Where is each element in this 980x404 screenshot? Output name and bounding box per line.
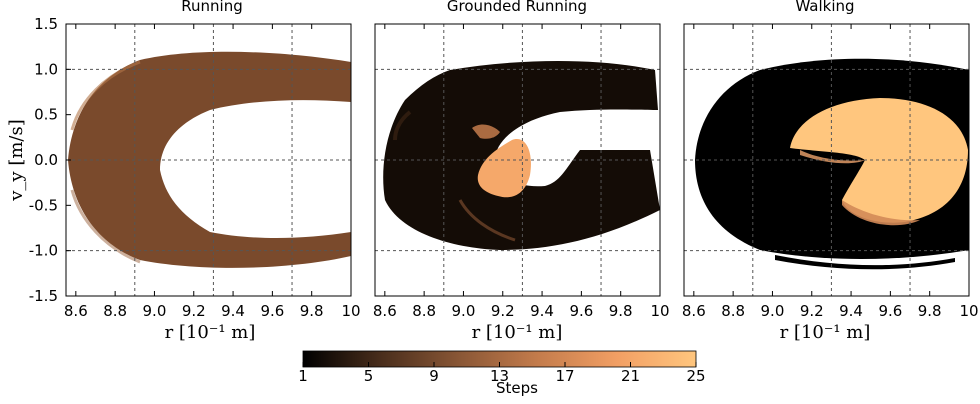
- panel-running: 8.6 8.8 9.0 9.2 9.4 9.6 9.8 10: [64, 23, 361, 320]
- x-tick-label: 9.2: [182, 302, 206, 320]
- y-label: v_y [m/s]: [6, 119, 27, 201]
- colorbar-tick-label: 17: [555, 367, 574, 385]
- x-tick-label: 8.6: [64, 302, 88, 320]
- colorbar: 1 5 9 13 17 21 25 Steps: [298, 350, 706, 397]
- x-tick-label: 9.4: [839, 302, 863, 320]
- heatmap-grounded-running: [383, 61, 660, 250]
- y-ticks: 1.5 1.0 0.5 0.0 -0.5 -1.0 -1.5: [29, 15, 71, 305]
- x-label-walking: r [10⁻¹ m]: [780, 322, 871, 343]
- x-label-grounded-running: r [10⁻¹ m]: [472, 322, 563, 343]
- x-tick-label: 8.8: [103, 302, 127, 320]
- x-tick-label: 9.2: [800, 302, 824, 320]
- region-grounded-running: [383, 61, 660, 250]
- x-ticks-running: 8.6 8.8 9.0 9.2 9.4 9.6 9.8 10: [64, 24, 361, 320]
- x-tick-label: 9.4: [530, 302, 554, 320]
- y-tick-label: 0.0: [34, 151, 58, 169]
- bright-region-grounded-running: [477, 139, 531, 198]
- x-tick-label: 8.8: [412, 302, 436, 320]
- y-tick-label: -1.0: [29, 242, 58, 260]
- colorbar-tick-label: 1: [298, 367, 308, 385]
- x-ticks-walking: 8.6 8.8 9.0 9.2 9.4 9.6 9.8 10: [682, 24, 979, 320]
- colorbar-ticks: 1 5 9 13 17 21 25: [298, 362, 706, 385]
- x-tick-label: 9.8: [609, 302, 633, 320]
- panel-title-grounded-running: Grounded Running: [447, 0, 587, 15]
- y-tick-label: 1.5: [34, 15, 58, 33]
- x-tick-label: 9.8: [300, 302, 324, 320]
- x-tick-label: 9.2: [491, 302, 515, 320]
- axes-frame-grounded-running: [374, 23, 661, 297]
- colorbar-label: Steps: [496, 379, 538, 397]
- x-tick-label: 9.0: [143, 302, 167, 320]
- panel-title-walking: Walking: [795, 0, 854, 15]
- colorbar-tick-label: 5: [364, 367, 374, 385]
- x-tick-label: 9.0: [452, 302, 476, 320]
- colorbar-tick-label: 21: [621, 367, 640, 385]
- panel-grounded-running: 8.6 8.8 9.0 9.2 9.4 9.6 9.8 10: [373, 23, 670, 320]
- panel-walking: 8.6 8.8 9.0 9.2 9.4 9.6 9.8 10: [682, 23, 979, 320]
- heatmap-running: [68, 51, 351, 268]
- x-label-running: r [10⁻¹ m]: [165, 322, 256, 343]
- x-tick-label: 9.6: [878, 302, 902, 320]
- x-ticks-grounded-running: 8.6 8.8 9.0 9.2 9.4 9.6 9.8 10: [373, 24, 670, 320]
- y-tick-label: -1.5: [29, 287, 58, 305]
- x-tick-label: 10: [959, 302, 978, 320]
- x-tick-label: 10: [341, 302, 360, 320]
- x-tick-label: 9.4: [221, 302, 245, 320]
- x-tick-label: 9.0: [761, 302, 785, 320]
- heatmap-walking: [695, 58, 969, 270]
- colorbar-tick-label: 25: [686, 367, 705, 385]
- panel-title-running: Running: [181, 0, 242, 15]
- y-tick-label: 0.5: [34, 106, 58, 124]
- x-tick-label: 9.8: [918, 302, 942, 320]
- y-tick-label: 1.0: [34, 60, 58, 78]
- x-tick-label: 8.8: [721, 302, 745, 320]
- colorbar-tick-label: 13: [490, 367, 509, 385]
- x-tick-label: 9.6: [569, 302, 593, 320]
- x-tick-label: 8.6: [373, 302, 397, 320]
- colorbar-tick-label: 9: [429, 367, 439, 385]
- region-running: [68, 51, 351, 268]
- x-tick-label: 8.6: [682, 302, 706, 320]
- axes-frame-walking: [683, 23, 970, 297]
- x-tick-label: 9.6: [260, 302, 284, 320]
- x-tick-label: 10: [650, 302, 669, 320]
- y-tick-label: -0.5: [29, 196, 58, 214]
